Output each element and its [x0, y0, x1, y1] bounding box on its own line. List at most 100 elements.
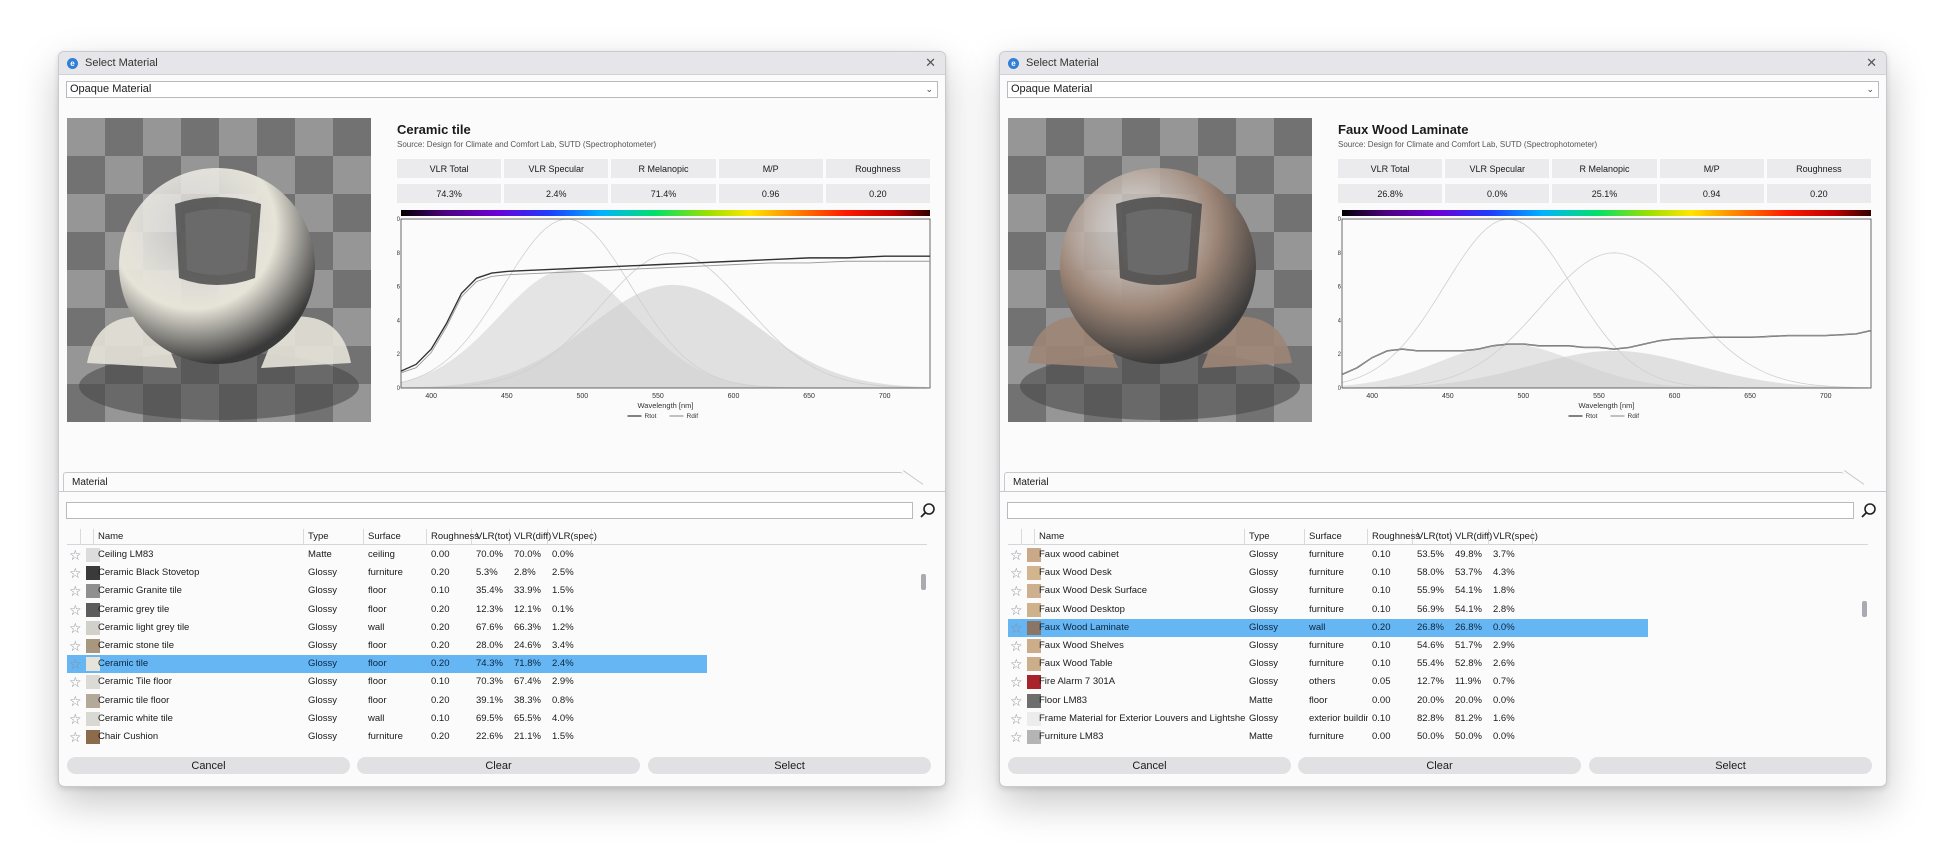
favorite-star-icon[interactable]: ☆	[1010, 656, 1023, 673]
tab-material[interactable]: Material	[1004, 472, 1844, 491]
table-row[interactable]: ☆ Ceramic tile floor Glossy floor 0.20 39.1% 3…	[67, 692, 707, 710]
property-label: Roughness	[825, 159, 930, 178]
close-icon[interactable]: ✕	[1866, 55, 1877, 70]
melanopic-sensitivity-fill	[401, 269, 930, 388]
favorite-star-icon[interactable]: ☆	[1010, 710, 1023, 727]
table-row[interactable]: ☆ Floor LM83 Matte floor 0.00 20.0% 20.0% 0.0%	[1008, 692, 1648, 710]
search-input[interactable]	[1007, 502, 1854, 519]
clear-button[interactable]: Clear	[1298, 757, 1581, 774]
column-header-name[interactable]: Name	[94, 529, 304, 545]
favorite-star-icon[interactable]: ☆	[69, 601, 82, 618]
table-row[interactable]: ☆ Ceramic grey tile Glossy floor 0.20 12.3% 12…	[67, 601, 707, 619]
favorite-star-icon[interactable]: ☆	[1010, 674, 1023, 691]
column-header-type[interactable]: Type	[1245, 529, 1305, 545]
favorite-star-icon[interactable]: ☆	[69, 692, 82, 709]
search-icon[interactable]	[1859, 501, 1879, 521]
favorite-star-icon[interactable]: ☆	[69, 674, 82, 691]
column-header-vlrtot[interactable]: VLR(tot)	[1413, 529, 1452, 545]
favorite-star-icon[interactable]: ☆	[1010, 638, 1023, 654]
cell-vlr-diff: 20.0%	[1455, 694, 1482, 706]
table-row[interactable]: ☆ Faux Wood Laminate Glossy wall 0.20 26.8% 26…	[1008, 618, 1648, 637]
cell-vlr-spec: 2.9%	[552, 676, 574, 688]
table-row[interactable]: ☆ Faux Wood Desk Surface Glossy furniture 0.…	[1008, 582, 1648, 600]
favorite-star-icon[interactable]: ☆	[1010, 692, 1023, 709]
material-type-value: Opaque Material	[1011, 83, 1093, 95]
column-header-vlrdiff[interactable]: VLR(diff)	[1451, 529, 1492, 545]
table-row[interactable]: ☆ Faux Wood Shelves Glossy furniture 0.10 54.…	[1008, 637, 1648, 655]
y-tick-label: 0.0	[1338, 386, 1342, 392]
table-row[interactable]: ☆ Ceramic white tile Glossy wall 0.10 69.5% 65…	[67, 710, 707, 728]
property-value: 0.0%	[1445, 184, 1550, 203]
table-row[interactable]: ☆ Ceramic tile Glossy floor 0.20 74.3% 71.8% 2.…	[67, 655, 707, 674]
column-header-vlrspec[interactable]: VLR(spec)	[1489, 529, 1538, 545]
column-header-color[interactable]	[81, 529, 94, 545]
table-row[interactable]: ☆ Ceramic stone tile Glossy floor 0.20 28.0% 2…	[67, 637, 707, 655]
column-header-favorite[interactable]	[67, 529, 81, 545]
table-scrollbar[interactable]	[919, 546, 927, 746]
table-row[interactable]: ☆ Faux Wood Desk Glossy furniture 0.10 58.0% 5…	[1008, 564, 1648, 582]
favorite-star-icon[interactable]: ☆	[1010, 619, 1023, 636]
plot-frame	[1341, 218, 1872, 389]
column-header-favorite[interactable]	[1008, 529, 1022, 545]
table-row[interactable]: ☆ Ceramic Tile floor Glossy floor 0.10 70.3% 6…	[67, 673, 707, 691]
close-icon[interactable]: ✕	[925, 55, 936, 70]
table-scrollbar[interactable]	[1860, 546, 1868, 746]
column-header-vlrdiff[interactable]: VLR(diff)	[510, 529, 551, 545]
tab-material[interactable]: Material	[63, 472, 903, 491]
material-type-dropdown[interactable]: Opaque Material ⌄	[66, 81, 938, 98]
cell-name: Faux Wood Laminate	[1039, 621, 1130, 633]
column-header-type[interactable]: Type	[304, 529, 364, 545]
column-header-vlrspec[interactable]: VLR(spec)	[548, 529, 597, 545]
select-button[interactable]: Select	[648, 757, 931, 774]
table-row[interactable]: ☆ Frame Material for Exterior Louvers and…	[1008, 710, 1648, 728]
favorite-star-icon[interactable]: ☆	[1010, 601, 1023, 618]
table-row[interactable]: ☆ Ceramic light grey tile Glossy wall 0.20 67…	[67, 619, 707, 637]
table-row[interactable]: ☆ Faux Wood Table Glossy furniture 0.10 55.4%…	[1008, 655, 1648, 673]
photopic-curve	[1341, 252, 1868, 389]
table-row[interactable]: ☆ Faux wood cabinet Glossy furniture 0.10 53.…	[1008, 546, 1648, 564]
column-header-roughness[interactable]: Roughness	[1368, 529, 1420, 545]
favorite-star-icon[interactable]: ☆	[69, 656, 82, 673]
y-tick-label: 0.6	[397, 285, 401, 291]
favorite-star-icon[interactable]: ☆	[69, 547, 82, 563]
table-row[interactable]: ☆ Ceramic Black Stovetop Glossy furniture 0.…	[67, 564, 707, 582]
table-row[interactable]: ☆ Fire Alarm 7 301A Glossy others 0.05 12.7% 1…	[1008, 673, 1648, 691]
favorite-star-icon[interactable]: ☆	[1010, 583, 1023, 600]
cancel-button[interactable]: Cancel	[1008, 757, 1291, 774]
app-logo-icon: e	[67, 57, 78, 69]
table-row[interactable]: ☆ Faux Wood Desktop Glossy furniture 0.10 56.…	[1008, 601, 1648, 619]
scrollbar-thumb[interactable]	[921, 573, 926, 590]
favorite-star-icon[interactable]: ☆	[1010, 729, 1023, 745]
favorite-star-icon[interactable]: ☆	[69, 565, 82, 582]
table-row[interactable]: ☆ Chair Cushion Glossy furniture 0.20 22.6% 21…	[67, 728, 707, 746]
chevron-down-icon: ⌄	[925, 84, 933, 94]
search-input[interactable]	[66, 502, 913, 519]
favorite-star-icon[interactable]: ☆	[69, 638, 82, 654]
table-row[interactable]: ☆ Furniture LM83 Matte furniture 0.00 50.0% 50…	[1008, 728, 1648, 746]
clear-button[interactable]: Clear	[357, 757, 640, 774]
material-color-swatch	[86, 730, 100, 744]
cell-name: Faux wood cabinet	[1039, 549, 1119, 560]
cell-vlr-spec: 2.8%	[1493, 603, 1515, 615]
column-header-vlrtot[interactable]: VLR(tot)	[472, 529, 511, 545]
cell-vlr-spec: 3.4%	[552, 640, 574, 651]
favorite-star-icon[interactable]: ☆	[69, 710, 82, 727]
scrollbar-thumb[interactable]	[1862, 601, 1867, 618]
favorite-star-icon[interactable]: ☆	[69, 619, 82, 636]
search-icon[interactable]	[918, 501, 938, 521]
column-header-surface[interactable]: Surface	[1305, 529, 1368, 545]
column-header-color[interactable]	[1022, 529, 1035, 545]
column-header-surface[interactable]: Surface	[364, 529, 427, 545]
cancel-button[interactable]: Cancel	[67, 757, 350, 774]
favorite-star-icon[interactable]: ☆	[69, 729, 82, 745]
favorite-star-icon[interactable]: ☆	[69, 583, 82, 600]
cell-surface: furniture	[1309, 603, 1344, 615]
favorite-star-icon[interactable]: ☆	[1010, 565, 1023, 582]
select-button[interactable]: Select	[1589, 757, 1872, 774]
column-header-roughness[interactable]: Roughness	[427, 529, 479, 545]
favorite-star-icon[interactable]: ☆	[1010, 547, 1023, 563]
material-type-dropdown[interactable]: Opaque Material ⌄	[1007, 81, 1879, 98]
column-header-name[interactable]: Name	[1035, 529, 1245, 545]
table-row[interactable]: ☆ Ceiling LM83 Matte ceiling 0.00 70.0% 70.0% 0…	[67, 546, 707, 564]
table-row[interactable]: ☆ Ceramic Granite tile Glossy floor 0.10 35.4…	[67, 582, 707, 600]
